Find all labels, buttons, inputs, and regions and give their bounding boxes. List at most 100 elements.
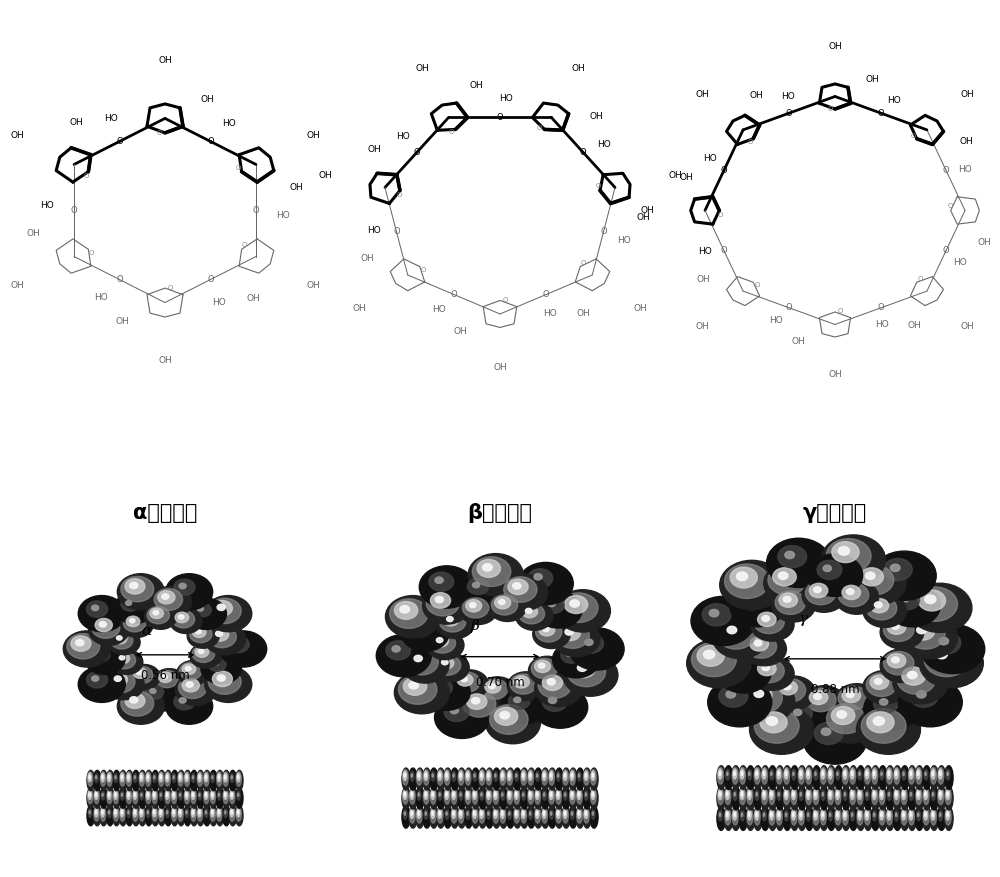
Ellipse shape: [763, 772, 765, 775]
Ellipse shape: [236, 788, 243, 809]
Ellipse shape: [762, 788, 768, 804]
Ellipse shape: [886, 767, 892, 784]
Ellipse shape: [754, 610, 784, 633]
Ellipse shape: [140, 809, 143, 816]
Ellipse shape: [492, 768, 501, 790]
Ellipse shape: [528, 770, 534, 785]
Ellipse shape: [902, 789, 906, 800]
Ellipse shape: [394, 602, 418, 619]
Ellipse shape: [465, 788, 471, 804]
Ellipse shape: [790, 786, 799, 810]
Ellipse shape: [777, 769, 781, 779]
Ellipse shape: [197, 772, 203, 786]
Ellipse shape: [529, 809, 532, 819]
Ellipse shape: [859, 812, 860, 816]
Ellipse shape: [873, 792, 875, 796]
Text: OH: OH: [10, 131, 24, 140]
Ellipse shape: [762, 665, 770, 671]
Ellipse shape: [452, 809, 455, 818]
Text: OH: OH: [637, 213, 651, 222]
Ellipse shape: [166, 574, 213, 610]
Ellipse shape: [895, 810, 898, 821]
Ellipse shape: [145, 685, 164, 699]
Ellipse shape: [762, 616, 770, 622]
Ellipse shape: [883, 559, 912, 581]
Ellipse shape: [778, 545, 807, 567]
Text: O: O: [414, 148, 420, 157]
Ellipse shape: [722, 622, 745, 640]
Ellipse shape: [577, 772, 581, 781]
Ellipse shape: [439, 774, 440, 777]
Ellipse shape: [768, 786, 777, 810]
Ellipse shape: [826, 538, 871, 573]
Ellipse shape: [550, 792, 552, 796]
Ellipse shape: [739, 807, 747, 831]
Text: OH: OH: [960, 322, 974, 332]
Text: HO: HO: [397, 132, 410, 141]
Ellipse shape: [793, 772, 794, 775]
Ellipse shape: [110, 631, 133, 649]
Ellipse shape: [758, 661, 776, 675]
Ellipse shape: [139, 805, 146, 826]
Ellipse shape: [930, 645, 957, 667]
Ellipse shape: [843, 810, 847, 820]
Ellipse shape: [864, 767, 870, 784]
Text: HO: HO: [94, 293, 108, 302]
Ellipse shape: [563, 808, 568, 824]
Ellipse shape: [146, 791, 150, 799]
Ellipse shape: [856, 766, 865, 789]
Ellipse shape: [846, 588, 854, 595]
Ellipse shape: [719, 792, 721, 796]
Ellipse shape: [858, 810, 861, 820]
Text: HO: HO: [276, 211, 290, 220]
Ellipse shape: [821, 535, 885, 584]
Ellipse shape: [898, 678, 962, 727]
Ellipse shape: [570, 600, 579, 607]
Ellipse shape: [166, 774, 169, 781]
Ellipse shape: [89, 775, 90, 779]
Ellipse shape: [718, 788, 724, 804]
Ellipse shape: [113, 805, 120, 826]
Ellipse shape: [733, 769, 737, 779]
Ellipse shape: [132, 805, 140, 826]
Ellipse shape: [116, 653, 130, 664]
Ellipse shape: [211, 628, 229, 641]
Ellipse shape: [557, 811, 559, 815]
Ellipse shape: [186, 775, 187, 779]
Ellipse shape: [805, 786, 814, 810]
Ellipse shape: [437, 787, 445, 809]
Ellipse shape: [223, 805, 230, 826]
Ellipse shape: [459, 688, 507, 725]
Ellipse shape: [773, 567, 796, 586]
Ellipse shape: [444, 768, 452, 790]
Ellipse shape: [770, 789, 773, 800]
Ellipse shape: [126, 788, 133, 809]
Ellipse shape: [197, 807, 203, 821]
Ellipse shape: [87, 770, 94, 791]
Ellipse shape: [855, 565, 894, 595]
Ellipse shape: [451, 768, 459, 790]
Ellipse shape: [849, 766, 858, 789]
Ellipse shape: [931, 809, 936, 825]
Ellipse shape: [197, 805, 204, 826]
Ellipse shape: [740, 769, 744, 779]
Ellipse shape: [557, 792, 559, 796]
Ellipse shape: [477, 560, 500, 577]
Ellipse shape: [208, 657, 226, 671]
Ellipse shape: [411, 792, 412, 796]
Ellipse shape: [947, 792, 948, 796]
Ellipse shape: [577, 808, 582, 824]
Ellipse shape: [442, 660, 448, 665]
Ellipse shape: [416, 806, 424, 828]
Ellipse shape: [919, 638, 983, 688]
Ellipse shape: [236, 805, 243, 826]
Ellipse shape: [718, 769, 722, 779]
Ellipse shape: [745, 595, 754, 602]
Ellipse shape: [570, 788, 575, 804]
Ellipse shape: [100, 805, 107, 826]
Ellipse shape: [473, 772, 477, 781]
Ellipse shape: [569, 787, 577, 809]
Ellipse shape: [153, 791, 156, 799]
Ellipse shape: [134, 776, 135, 779]
Ellipse shape: [768, 565, 807, 595]
